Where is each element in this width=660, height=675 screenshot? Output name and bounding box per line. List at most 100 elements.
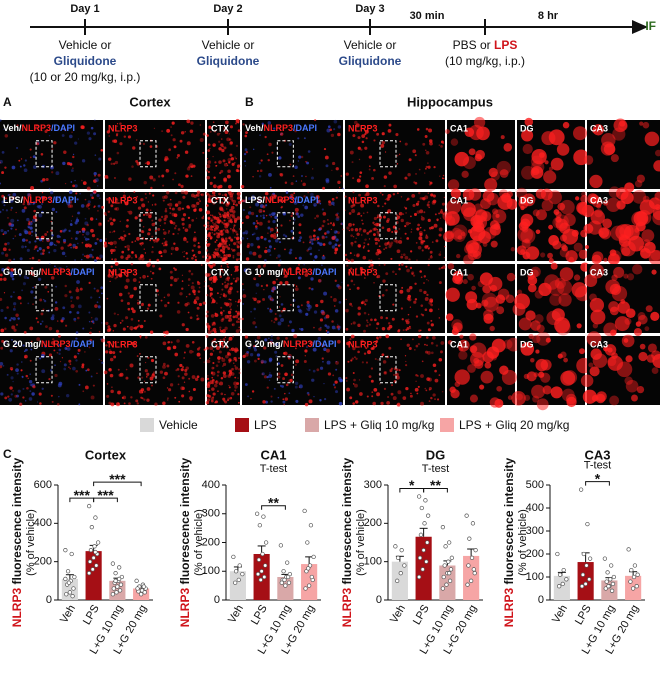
texture [337, 244, 341, 247]
texture [398, 240, 403, 244]
texture [293, 334, 298, 339]
texture [122, 194, 126, 198]
texture [161, 174, 165, 178]
texture [307, 150, 311, 153]
data-point [110, 592, 116, 597]
texture [277, 362, 280, 365]
texture [236, 305, 239, 307]
texture [313, 229, 316, 232]
texture [212, 225, 215, 229]
data-point [603, 586, 608, 591]
texture [56, 240, 59, 243]
texture [2, 364, 5, 367]
texture [107, 340, 110, 344]
texture [106, 328, 111, 333]
texture [370, 379, 374, 383]
texture [56, 234, 60, 238]
texture [157, 175, 161, 178]
texture [235, 267, 239, 272]
texture [233, 356, 237, 361]
texture [310, 238, 313, 241]
texture [304, 355, 306, 357]
texture [171, 207, 175, 211]
texture [536, 398, 549, 411]
texture [212, 121, 215, 124]
texture [365, 319, 369, 322]
texture [224, 314, 229, 319]
texture [634, 179, 643, 188]
texture [282, 233, 286, 237]
texture [458, 350, 468, 360]
y-label-marker: NLRP3 [178, 588, 192, 628]
texture [87, 200, 91, 204]
texture [110, 402, 115, 407]
texture [178, 183, 181, 187]
texture [447, 340, 453, 345]
texture [234, 385, 238, 389]
texture [325, 348, 330, 353]
texture [268, 379, 271, 381]
texture [321, 235, 325, 238]
texture [426, 278, 428, 281]
texture [93, 179, 97, 183]
texture [420, 401, 424, 406]
texture [638, 351, 648, 362]
texture [108, 401, 112, 405]
y-axis-label: NLRP3 fluorescence intensity [178, 457, 192, 627]
data-point [67, 590, 73, 595]
texture [260, 284, 263, 288]
texture [438, 253, 442, 256]
texture [191, 340, 195, 344]
texture [606, 197, 621, 212]
data-point [91, 555, 96, 560]
texture [381, 327, 386, 331]
texture [207, 149, 211, 152]
texture [225, 223, 230, 227]
texture [88, 207, 90, 210]
texture [6, 242, 10, 245]
texture [135, 160, 139, 163]
texture [357, 306, 362, 311]
texture [119, 220, 122, 223]
texture [355, 123, 360, 128]
texture [211, 194, 214, 198]
texture [230, 227, 232, 230]
texture [284, 397, 289, 401]
texture [273, 233, 277, 236]
texture [206, 375, 209, 377]
texture [215, 216, 220, 221]
texture [176, 156, 179, 159]
texture [396, 154, 399, 157]
texture [252, 321, 256, 325]
texture [168, 148, 172, 152]
texture [50, 229, 53, 232]
texture [438, 267, 441, 270]
texture [43, 298, 45, 301]
texture [427, 264, 430, 267]
texture [273, 194, 277, 198]
texture [48, 251, 51, 254]
texture [210, 314, 215, 318]
texture [220, 293, 222, 295]
texture [386, 197, 390, 201]
texture [138, 281, 141, 283]
texture [445, 287, 460, 302]
texture [289, 219, 291, 222]
texture [187, 278, 191, 281]
texture [184, 150, 189, 154]
texture [103, 211, 107, 215]
texture [565, 250, 578, 263]
texture [294, 165, 298, 170]
texture [275, 355, 278, 358]
texture [503, 143, 513, 152]
texture [280, 303, 284, 306]
texture [146, 161, 151, 165]
texture [201, 193, 205, 197]
texture [126, 301, 130, 306]
texture [377, 204, 380, 208]
texture [424, 172, 426, 174]
texture [192, 254, 195, 257]
texture [270, 374, 273, 377]
texture [68, 229, 71, 233]
texture [207, 273, 211, 277]
